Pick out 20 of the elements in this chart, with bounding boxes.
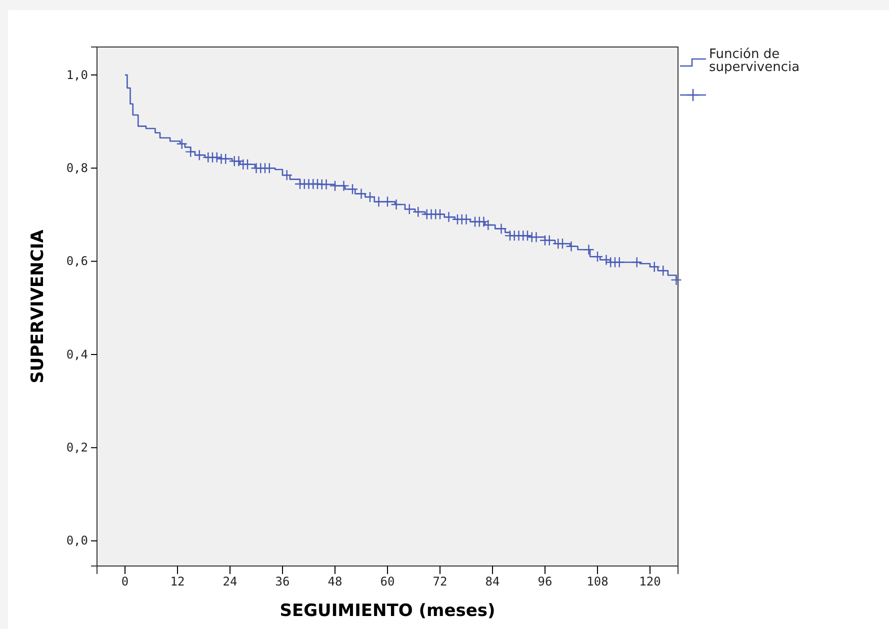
y-tick-label: 0,0 bbox=[66, 534, 88, 548]
y-tick-label: 0,6 bbox=[66, 254, 88, 268]
legend-label: Función de supervivencia bbox=[709, 47, 800, 75]
y-tick-label: 0,8 bbox=[66, 160, 88, 175]
x-tick-label: 12 bbox=[170, 574, 185, 589]
y-tick-label: 0,2 bbox=[66, 440, 88, 455]
y-axis-title: SUPERVIVENCIA bbox=[28, 228, 48, 384]
x-tick-label: 60 bbox=[380, 574, 395, 589]
x-tick-label: 84 bbox=[485, 574, 500, 589]
x-tick-label: 48 bbox=[328, 574, 342, 589]
y-tick-label: 1,0 bbox=[66, 68, 88, 82]
x-tick-label: 36 bbox=[275, 574, 290, 589]
x-tick-label: 108 bbox=[586, 574, 608, 589]
x-tick-label: 120 bbox=[639, 574, 661, 589]
x-tick-label: 0 bbox=[121, 574, 129, 589]
x-tick-label: 96 bbox=[538, 574, 552, 589]
x-tick-label: 72 bbox=[432, 574, 448, 589]
x-tick-label: 24 bbox=[222, 574, 238, 589]
x-axis-title: SEGUIMIENTO (meses) bbox=[280, 601, 496, 621]
y-tick-label: 0,4 bbox=[66, 347, 88, 362]
